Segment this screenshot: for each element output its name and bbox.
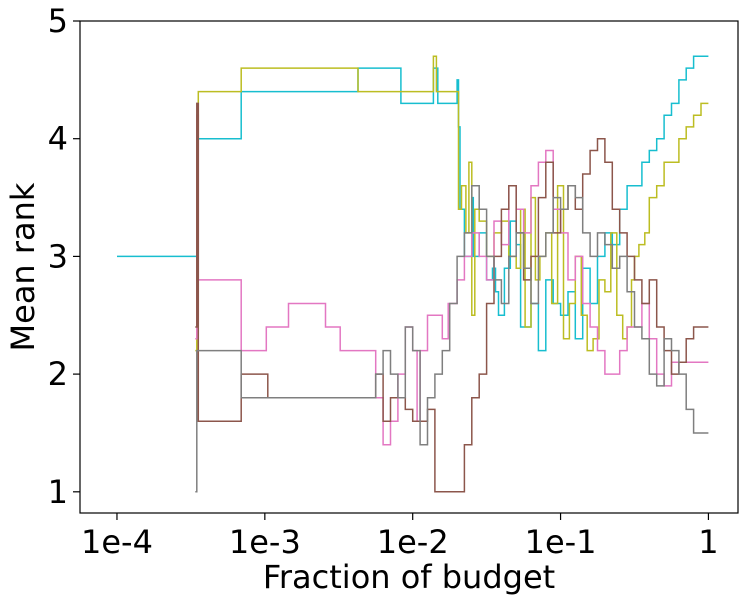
x-tick-label: 1 [698,523,718,561]
plot-background [80,21,738,513]
plot-frame [79,20,739,514]
x-tick-label: 1e-1 [525,523,597,561]
x-tick-label: 1e-2 [377,523,449,561]
y-tick-label: 1 [48,473,68,511]
plot-area [79,20,739,514]
y-tick-label: 5 [48,2,68,40]
series-line-gray [195,185,709,493]
series-layer [117,55,709,493]
y-axis-label: Mean rank [4,182,42,351]
series-line-brown [195,102,709,493]
y-tick-label: 2 [48,355,68,393]
x-axis-label: Fraction of budget [263,558,555,596]
x-tick-label: 1e-3 [229,523,301,561]
y-tick-label: 4 [48,120,68,158]
x-tick-label: 1e-4 [81,523,153,561]
series-line-pink [195,114,709,446]
y-axis: 1 2 3 4 5 [48,2,80,511]
x-axis: 1e-4 1e-3 1e-2 1e-1 1 [81,513,719,561]
y-tick-label: 3 [48,237,68,275]
